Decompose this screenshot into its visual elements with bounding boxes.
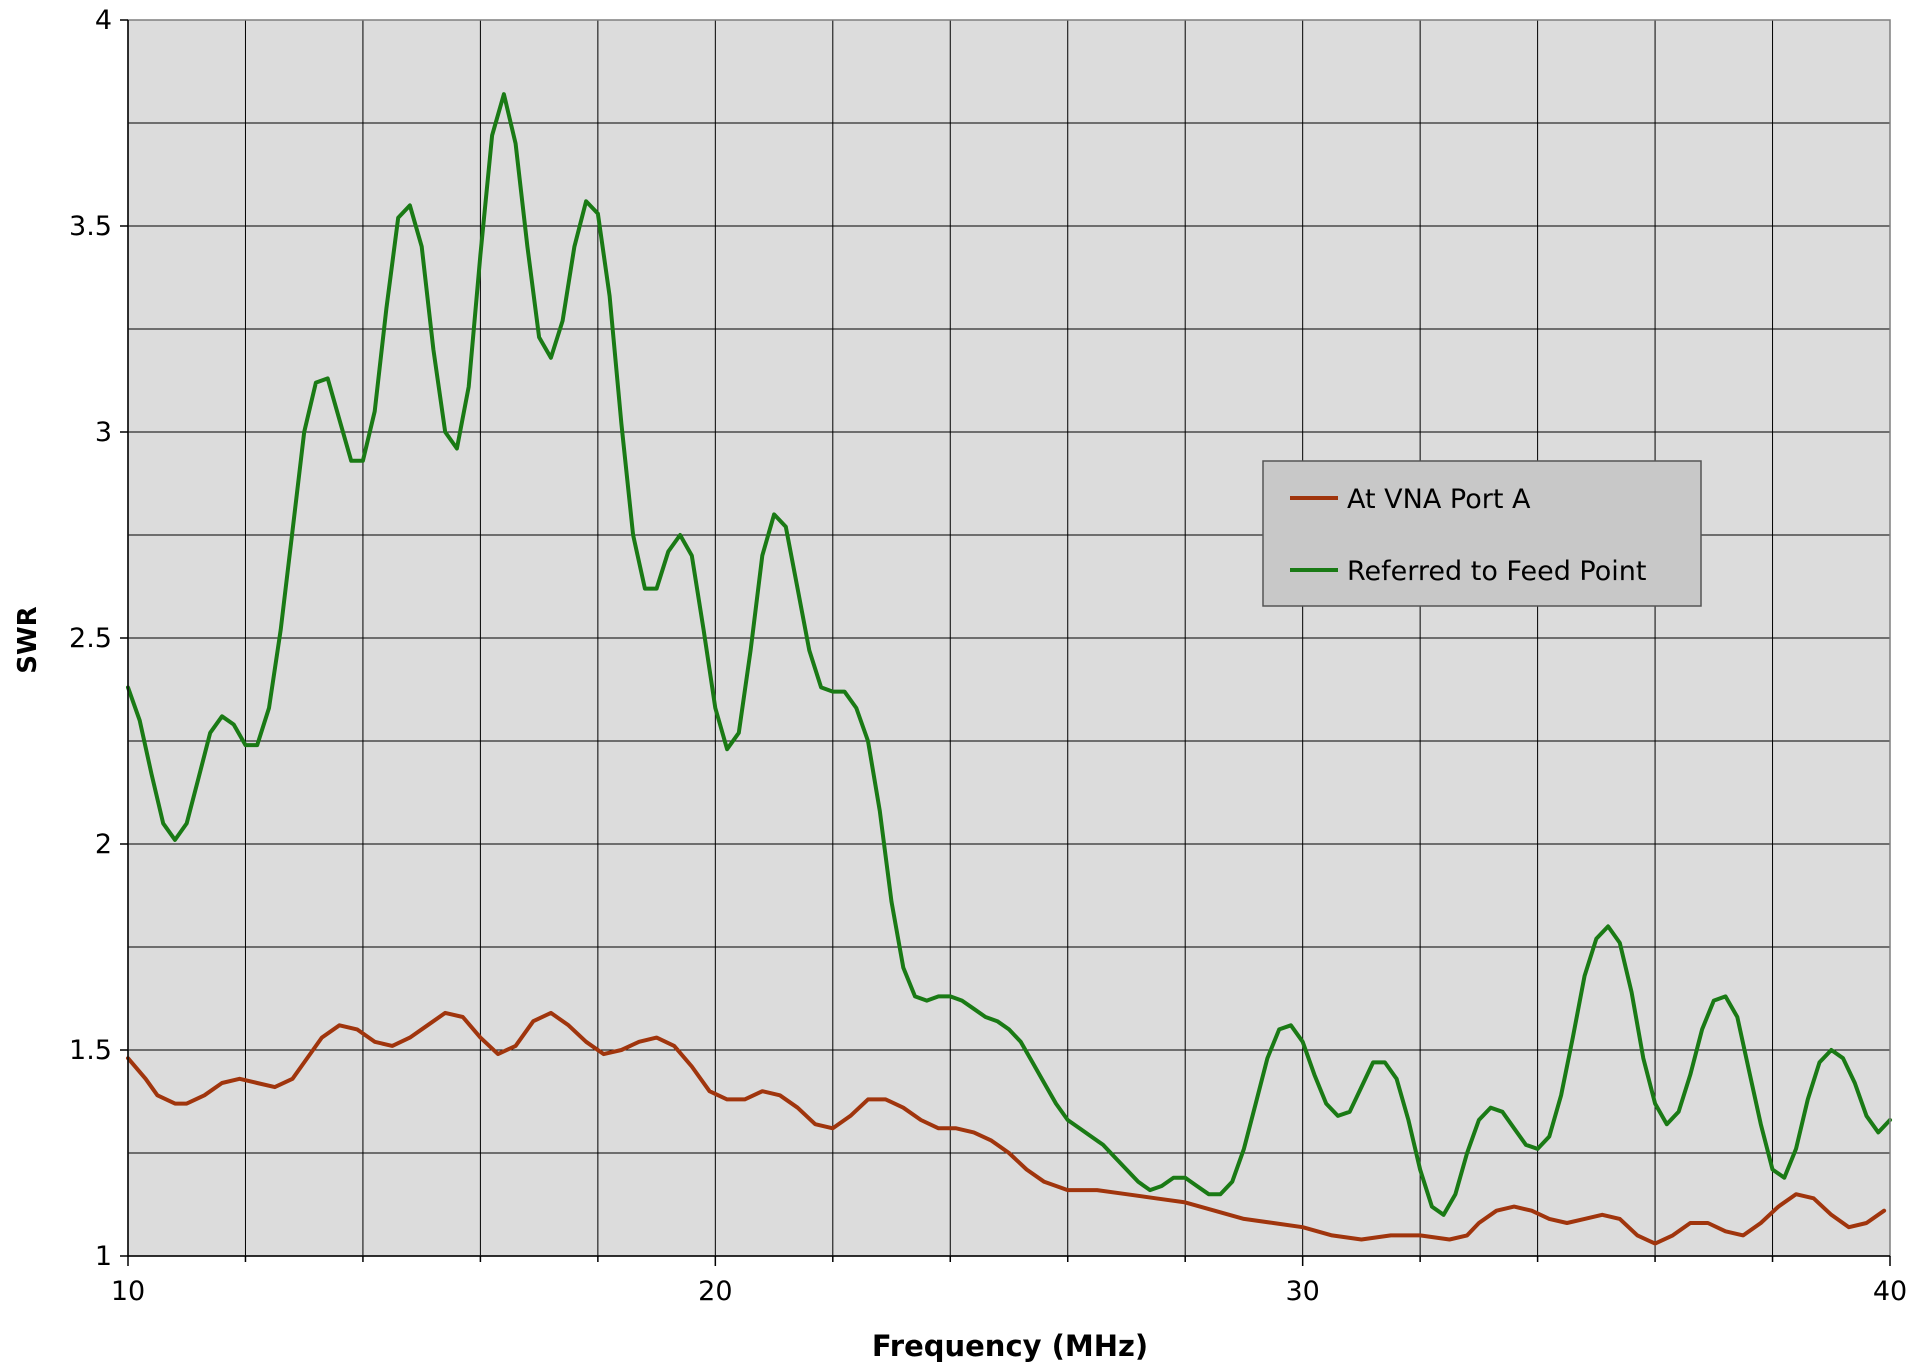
- y-tick-label: 1.5: [69, 1035, 112, 1066]
- series-line-at-vna-port-a: [126, 1010, 1887, 1246]
- x-tick-label: 20: [698, 1276, 732, 1307]
- y-tick-label: 2: [95, 829, 112, 860]
- y-tick-label: 3: [95, 417, 112, 448]
- legend-label-vna-port-a: At VNA Port A: [1347, 484, 1531, 515]
- series-line-referred-to-feed-point: [126, 92, 1892, 1217]
- legend-box: [1262, 460, 1702, 607]
- y-tick-label: 3.5: [69, 211, 112, 242]
- x-tick-label: 40: [1873, 1276, 1907, 1307]
- x-axis-label: Frequency (MHz): [872, 1329, 1148, 1363]
- y-tick-label: 4: [95, 5, 112, 36]
- y-tick-label: 1: [95, 1241, 112, 1272]
- chart-legend: At VNA Port A Referred to Feed Point: [1262, 460, 1702, 607]
- x-tick-label: 10: [111, 1276, 145, 1307]
- y-tick-label: 2.5: [69, 623, 112, 654]
- y-axis-label: SWR: [13, 606, 43, 673]
- x-tick-label: 30: [1285, 1276, 1319, 1307]
- legend-label-feed-point: Referred to Feed Point: [1347, 556, 1646, 587]
